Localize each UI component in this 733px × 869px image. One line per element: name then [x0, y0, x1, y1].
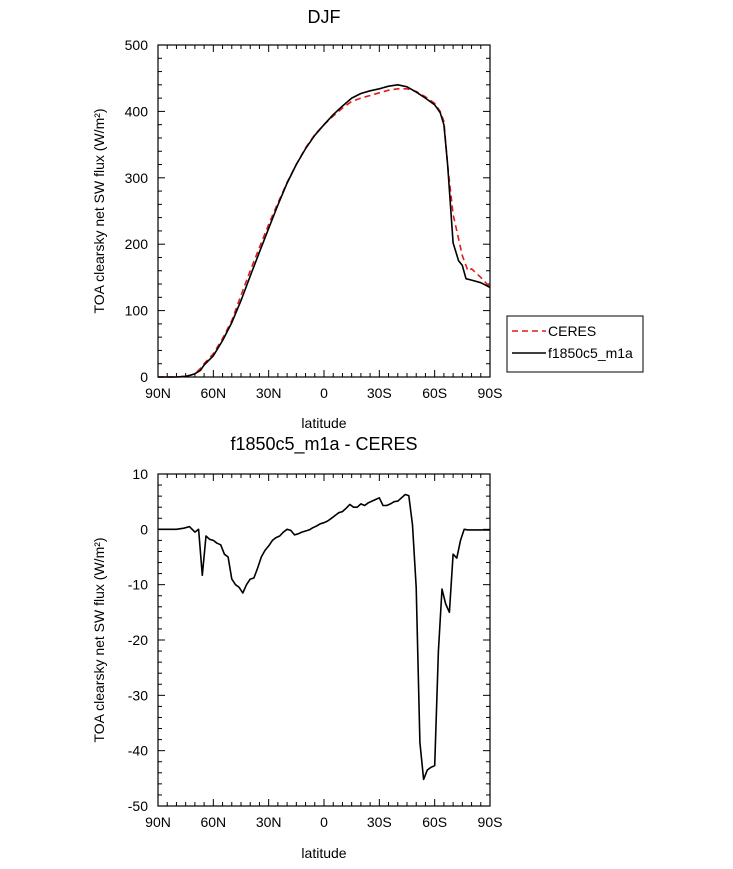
- bottom-ticks: 90N 60N 30N 0 30S 60S 90S 10 0 -10 -20 -30 -40 -50: [128, 466, 503, 830]
- top-ticks: 90N 60N 30N 0 30S 60S 90S 0 100 200 300 400 500: [125, 37, 503, 401]
- legend-ceres-label: CERES: [548, 323, 596, 339]
- legend-box: [506, 315, 644, 373]
- panel-top: DJF 90N 60N 30N 0 30S 60S 90S0100200300400500 …: [91, 7, 644, 431]
- x-tick-label: 90N: [145, 385, 171, 401]
- series-line-0: [158, 493, 490, 781]
- x-tick-label: 60N: [200, 385, 226, 401]
- panel-bottom: f1850c5_m1a - CERES 90N 60N 30N 0 30S 60S 90S 1…: [91, 434, 502, 861]
- bottom-x-axis-label: latitude: [301, 845, 346, 861]
- y-tick-label: 200: [125, 236, 149, 252]
- x-tick-label: 30S: [367, 385, 392, 401]
- series-line-0: [158, 88, 491, 378]
- y-tick-label: -50: [128, 798, 148, 814]
- top-chart-title: DJF: [308, 7, 341, 27]
- bottom-y-axis-label: TOA clearsky net SW flux (W/m²): [91, 537, 107, 742]
- x-tick-label: 90S: [478, 385, 503, 401]
- top-x-axis-label: latitude: [301, 415, 346, 431]
- x-tick-label: 0: [320, 814, 328, 830]
- x-tick-label: 90N: [145, 814, 171, 830]
- y-tick-label: 10: [132, 466, 148, 482]
- top-y-axis-label: TOA clearsky net SW flux (W/m²): [91, 108, 107, 313]
- bottom-chart-title: f1850c5_m1a - CERES: [230, 434, 417, 455]
- top-series: [158, 84, 491, 378]
- bottom-plot-frame: [157, 473, 491, 807]
- x-tick-label: 90S: [478, 814, 503, 830]
- legend: CERES f1850c5_m1a: [506, 315, 644, 373]
- y-tick-label: 500: [125, 37, 149, 53]
- y-tick-label: -10: [128, 577, 148, 593]
- y-tick-label: 0: [140, 369, 148, 385]
- x-tick-label: 60S: [422, 385, 447, 401]
- x-tick-label: 30N: [256, 385, 282, 401]
- x-tick-label: 30S: [367, 814, 392, 830]
- bottom-series: [158, 493, 490, 781]
- x-tick-label: 60S: [422, 814, 447, 830]
- y-tick-label: 400: [125, 103, 149, 119]
- y-tick-label: -20: [128, 632, 148, 648]
- x-tick-label: 0: [320, 385, 328, 401]
- y-tick-label: -40: [128, 743, 148, 759]
- y-tick-label: 0: [140, 521, 148, 537]
- y-tick-label: 300: [125, 170, 149, 186]
- y-tick-label: -30: [128, 687, 148, 703]
- x-tick-label: 60N: [200, 814, 226, 830]
- series-line-1: [158, 84, 491, 378]
- top-plot-frame: [157, 44, 491, 378]
- legend-model-label: f1850c5_m1a: [548, 345, 633, 361]
- y-tick-label: 100: [125, 303, 149, 319]
- x-tick-label: 30N: [256, 814, 282, 830]
